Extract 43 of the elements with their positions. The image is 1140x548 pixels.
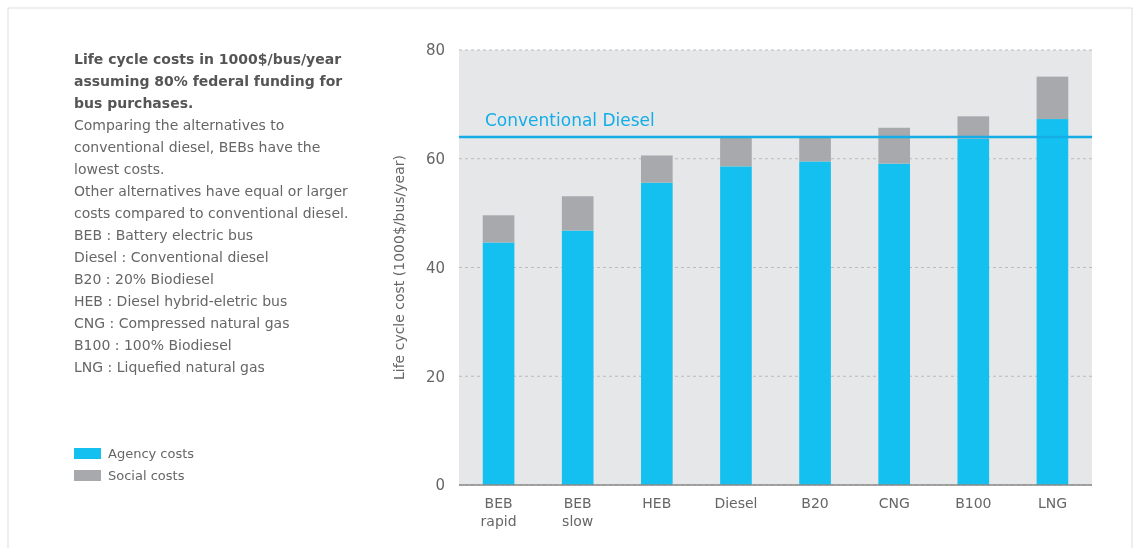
text: Comparing the alternatives to conventional diesel, BEBs have the lowest costs. <box>74 116 322 179</box>
x-tick-label: B100 <box>955 494 992 511</box>
bar <box>957 138 990 485</box>
text: Diesel : Conventional diesel <box>74 248 270 267</box>
bar <box>720 137 752 167</box>
text: Life cycle costs in 1000$/bus/year assuming 80% federal funding for bus purchases. <box>74 50 344 113</box>
bar <box>720 166 752 485</box>
x-tick-label: CNG <box>878 494 910 511</box>
text: B20 : 20% Biodiesel <box>74 270 215 289</box>
bar <box>482 242 515 485</box>
bar <box>561 196 594 231</box>
text: BEB : Battery electric bus <box>74 226 255 245</box>
bar <box>878 127 911 164</box>
bar <box>640 182 673 485</box>
legend-label: Social costs <box>108 468 185 483</box>
y-tick-label: 60 <box>425 150 445 169</box>
bar <box>640 155 673 183</box>
x-tick-label: HEB <box>642 494 672 511</box>
bar <box>957 116 990 139</box>
x-tick-label: B20 <box>801 494 829 511</box>
bar <box>482 215 515 243</box>
ref-line-label: Conventional Diesel <box>485 110 655 130</box>
x-tick-label: Diesel <box>714 494 758 511</box>
bar <box>799 161 831 485</box>
y-axis-title: Life cycle cost (1000$/bus/year) <box>391 155 407 380</box>
y-tick-label: 20 <box>425 367 445 386</box>
x-tick-label: BEB slow <box>562 494 594 529</box>
bar <box>1036 119 1069 485</box>
bar <box>878 163 911 485</box>
legend-label: Agency costs <box>108 446 195 461</box>
bar <box>799 137 831 162</box>
x-tick-label: BEB rapid <box>480 494 517 529</box>
text: CNG : Compressed natural gas <box>74 314 291 333</box>
text: Other alternatives have equal or larger costs compared to conventional diesel. <box>74 182 350 223</box>
text: HEB : Diesel hybrid-eletric bus <box>74 292 289 311</box>
bar <box>1036 76 1069 120</box>
y-tick-label: 80 <box>425 41 445 60</box>
y-tick-label: 0 <box>435 476 445 495</box>
x-tick-label: LNG <box>1037 494 1067 511</box>
text: LNG : Liquefied natural gas <box>74 358 266 377</box>
y-tick-label: 40 <box>425 258 445 277</box>
bar <box>561 230 594 485</box>
text: B100 : 100% Biodiesel <box>74 336 233 355</box>
